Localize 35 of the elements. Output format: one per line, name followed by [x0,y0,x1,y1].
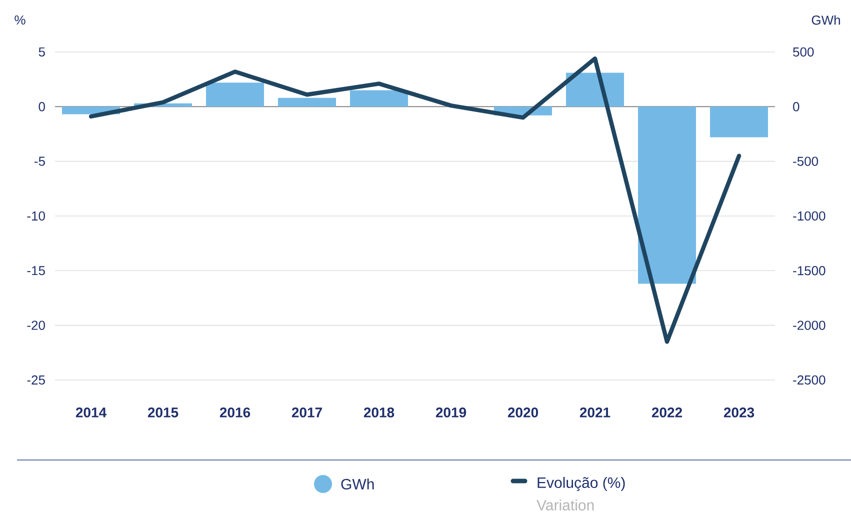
x-tick-label: 2015 [148,408,178,418]
x-tick-label: 2019 [436,408,466,418]
y-axis-title: % [14,15,26,25]
x-tick-label: 2021 [580,408,610,418]
y-tick-label: -15 [27,266,45,276]
y2-tick-label: -1000 [793,211,826,221]
y2-tick-label: -2500 [793,375,826,385]
y2-tick-label: 0 [793,102,800,112]
x-tick-label: 2017 [292,408,322,418]
text: Variation [536,499,594,510]
x-tick-label: 2018 [364,408,394,418]
y2-axis-title: GWh [812,15,840,25]
y-tick-label: -20 [27,320,45,330]
x-tick-label: 2022 [652,408,682,418]
y2-tick-label: -500 [793,156,818,166]
x-tick-label: 2014 [76,408,107,418]
y-tick-label: -10 [27,211,45,221]
y-tick-label: -25 [27,375,45,385]
x-tick-label: 2016 [220,408,250,418]
legend-label: GWh [341,478,374,490]
y-tick-label: 0 [38,102,45,112]
bar [350,90,408,107]
legend-label: Evolução (%) [538,476,625,491]
bar [278,98,336,107]
y-tick-label: -5 [34,156,45,166]
y2-tick-label: -2000 [793,320,826,330]
bar [206,82,264,107]
x-tick-label: 2020 [508,408,538,418]
y2-tick-label: 500 [793,47,814,57]
bar [710,106,768,138]
bar [638,106,696,284]
y-tick-label: 5 [38,47,45,57]
y2-tick-label: -1500 [793,266,826,276]
x-tick-label: 2023 [724,408,754,418]
line-series [88,56,742,344]
